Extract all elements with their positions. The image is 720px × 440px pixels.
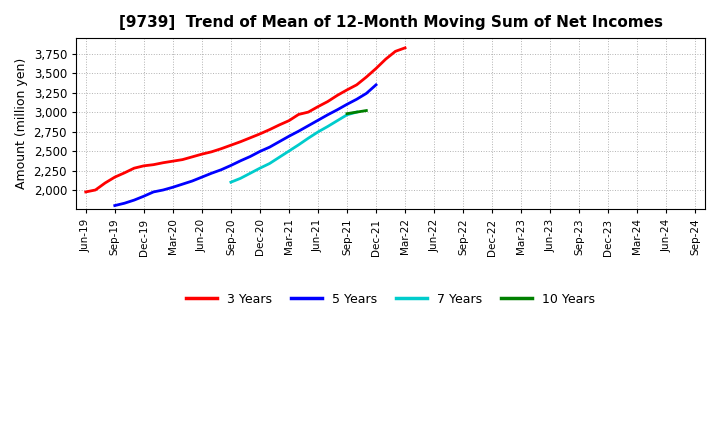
3 Years	[256, 131, 264, 136]
3 Years	[178, 157, 186, 162]
10 Years	[352, 110, 361, 115]
3 Years	[91, 187, 100, 193]
3 Years	[352, 82, 361, 88]
Line: 7 Years: 7 Years	[231, 112, 356, 182]
7 Years	[304, 136, 312, 141]
Line: 5 Years: 5 Years	[114, 85, 376, 205]
5 Years	[197, 175, 206, 180]
7 Years	[236, 176, 245, 181]
3 Years	[130, 165, 138, 171]
3 Years	[197, 151, 206, 157]
7 Years	[256, 165, 264, 171]
7 Years	[265, 161, 274, 166]
5 Years	[343, 102, 351, 107]
5 Years	[246, 154, 255, 159]
3 Years	[265, 127, 274, 132]
3 Years	[284, 118, 293, 123]
5 Years	[227, 163, 235, 168]
3 Years	[246, 135, 255, 140]
5 Years	[294, 128, 303, 134]
5 Years	[188, 178, 197, 183]
5 Years	[304, 123, 312, 128]
3 Years	[207, 149, 216, 154]
3 Years	[227, 143, 235, 148]
5 Years	[130, 198, 138, 203]
7 Years	[314, 129, 323, 135]
5 Years	[207, 171, 216, 176]
5 Years	[333, 107, 342, 112]
7 Years	[227, 180, 235, 185]
5 Years	[140, 194, 148, 199]
3 Years	[217, 146, 225, 151]
Y-axis label: Amount (million yen): Amount (million yen)	[15, 58, 28, 189]
5 Years	[362, 91, 371, 96]
3 Years	[323, 99, 332, 104]
3 Years	[401, 45, 410, 51]
3 Years	[275, 122, 284, 128]
3 Years	[168, 158, 177, 164]
3 Years	[120, 170, 129, 176]
3 Years	[391, 49, 400, 54]
7 Years	[284, 148, 293, 154]
3 Years	[362, 74, 371, 80]
3 Years	[343, 87, 351, 92]
5 Years	[168, 185, 177, 190]
7 Years	[275, 154, 284, 160]
7 Years	[333, 118, 342, 123]
5 Years	[178, 182, 186, 187]
5 Years	[236, 158, 245, 163]
5 Years	[284, 134, 293, 139]
7 Years	[294, 142, 303, 147]
3 Years	[382, 56, 390, 62]
3 Years	[81, 189, 90, 194]
5 Years	[120, 201, 129, 206]
10 Years	[343, 111, 351, 116]
5 Years	[372, 82, 380, 88]
5 Years	[110, 203, 119, 208]
3 Years	[294, 112, 303, 117]
Title: [9739]  Trend of Mean of 12-Month Moving Sum of Net Incomes: [9739] Trend of Mean of 12-Month Moving …	[119, 15, 662, 30]
3 Years	[314, 104, 323, 109]
5 Years	[314, 117, 323, 123]
3 Years	[304, 110, 312, 115]
3 Years	[188, 154, 197, 160]
5 Years	[149, 189, 158, 194]
5 Years	[275, 139, 284, 144]
Line: 3 Years: 3 Years	[86, 48, 405, 192]
Legend: 3 Years, 5 Years, 7 Years, 10 Years: 3 Years, 5 Years, 7 Years, 10 Years	[181, 288, 600, 311]
7 Years	[323, 124, 332, 129]
7 Years	[352, 110, 361, 115]
3 Years	[149, 162, 158, 167]
7 Years	[343, 112, 351, 117]
5 Years	[265, 144, 274, 150]
3 Years	[333, 93, 342, 98]
5 Years	[217, 167, 225, 172]
5 Years	[352, 97, 361, 102]
3 Years	[236, 139, 245, 144]
3 Years	[372, 66, 380, 71]
7 Years	[246, 171, 255, 176]
3 Years	[159, 160, 168, 165]
10 Years	[362, 108, 371, 113]
5 Years	[323, 112, 332, 117]
Line: 10 Years: 10 Years	[347, 110, 366, 114]
5 Years	[256, 149, 264, 154]
3 Years	[110, 175, 119, 180]
3 Years	[140, 163, 148, 169]
3 Years	[101, 180, 109, 186]
5 Years	[159, 187, 168, 193]
